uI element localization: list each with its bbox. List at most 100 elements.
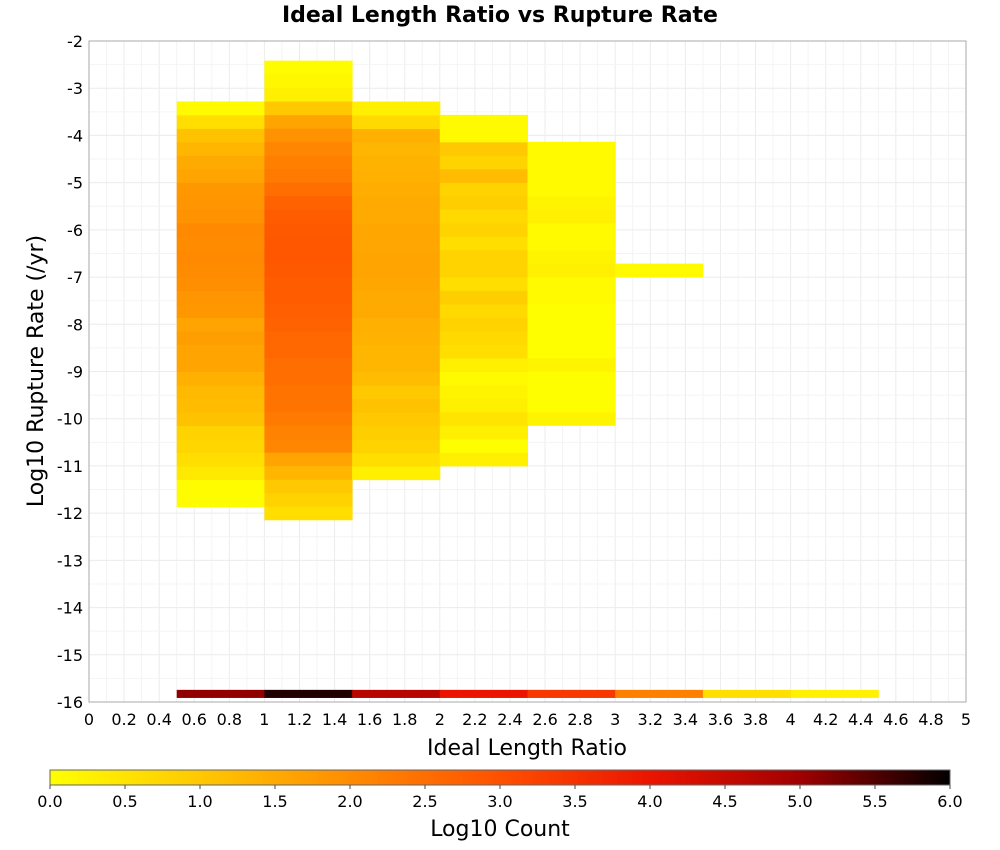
heatmap-cell bbox=[352, 142, 441, 157]
x-tick-label: 0.2 bbox=[111, 710, 136, 729]
y-tick-label: -12 bbox=[57, 504, 83, 523]
x-tick-label: 5 bbox=[961, 710, 971, 729]
heatmap-cell bbox=[527, 236, 616, 251]
x-tick-label: 3.8 bbox=[743, 710, 768, 729]
heatmap-cell bbox=[264, 182, 353, 197]
heatmap-cell bbox=[176, 412, 265, 427]
colorbar-tick-label: 3.5 bbox=[562, 792, 587, 811]
heatmap-cell bbox=[264, 438, 353, 453]
heatmap-cell bbox=[264, 465, 353, 480]
colorbar-tick-label: 4.5 bbox=[712, 792, 737, 811]
colorbar-tick-label: 5.0 bbox=[787, 792, 812, 811]
heatmap-cell bbox=[527, 384, 616, 399]
heatmap-cell bbox=[264, 87, 353, 102]
x-tick-label: 3.2 bbox=[638, 710, 663, 729]
heatmap-cell bbox=[264, 209, 353, 224]
heatmap-cell bbox=[527, 141, 616, 156]
heatmap-cell bbox=[176, 195, 265, 210]
heatmap-cell bbox=[527, 303, 616, 318]
y-tick-label: -6 bbox=[67, 221, 83, 240]
colorbar-tick-label: 2.0 bbox=[337, 792, 362, 811]
heatmap-cell bbox=[176, 303, 265, 318]
heatmap-cell bbox=[352, 169, 441, 184]
heatmap-cell bbox=[527, 398, 616, 413]
colorbar-label: Log10 Count bbox=[430, 817, 570, 842]
heatmap-cell bbox=[527, 249, 616, 264]
heatmap-cell bbox=[352, 452, 441, 467]
heatmap-cell bbox=[439, 155, 528, 170]
heatmap-cell bbox=[176, 141, 265, 156]
x-tick-label: 0.6 bbox=[182, 710, 207, 729]
colorbar-tick-label: 5.5 bbox=[862, 792, 887, 811]
heatmap-cell bbox=[264, 344, 353, 359]
x-tick-label: 2.4 bbox=[497, 710, 522, 729]
heatmap-cell bbox=[527, 357, 616, 372]
heatmap-cell bbox=[439, 249, 528, 264]
colorbar-tick-label: 3.0 bbox=[487, 792, 512, 811]
heatmap-cell bbox=[439, 317, 528, 332]
x-tick-label: 4.8 bbox=[918, 710, 943, 729]
heatmap-cell bbox=[439, 411, 528, 426]
heatmap-cell bbox=[176, 385, 265, 400]
heatmap-cell bbox=[176, 263, 265, 278]
heatmap-cell bbox=[527, 290, 616, 305]
heatmap-cell bbox=[176, 439, 265, 454]
colorbar-tick-label: 0.5 bbox=[112, 792, 137, 811]
heatmap-cell bbox=[176, 425, 265, 440]
heatmap-cell bbox=[352, 317, 441, 332]
heatmap-cell bbox=[264, 398, 353, 413]
heatmap-cell bbox=[352, 128, 441, 143]
heatmap-cell bbox=[264, 317, 353, 332]
heatmap-cell bbox=[176, 101, 265, 116]
heatmap-cell bbox=[439, 425, 528, 440]
bottom-bar-segment bbox=[615, 689, 704, 698]
heatmap-cell bbox=[439, 276, 528, 291]
heatmap-cell bbox=[264, 411, 353, 426]
heatmap-cell bbox=[176, 290, 265, 305]
y-tick-label: -13 bbox=[57, 551, 83, 570]
y-tick-label: -11 bbox=[57, 457, 83, 476]
heatmap-cell bbox=[352, 209, 441, 224]
heatmap-cell bbox=[352, 331, 441, 346]
heatmap-cell bbox=[176, 276, 265, 291]
colorbar-tick-label: 1.0 bbox=[187, 792, 212, 811]
x-tick-label: 4 bbox=[786, 710, 796, 729]
heatmap-cell bbox=[264, 155, 353, 170]
heatmap-cell bbox=[264, 425, 353, 440]
heatmap-cell bbox=[439, 438, 528, 453]
y-tick-label: -16 bbox=[57, 693, 83, 712]
heatmap-cell bbox=[264, 276, 353, 291]
heatmap-cell bbox=[527, 222, 616, 237]
x-tick-label: 1 bbox=[259, 710, 269, 729]
x-tick-label: 4.4 bbox=[848, 710, 873, 729]
heatmap-cell bbox=[264, 492, 353, 507]
heatmap-cell bbox=[264, 168, 353, 183]
heatmap-cell bbox=[439, 128, 528, 143]
x-tick-label: 3.6 bbox=[708, 710, 733, 729]
y-tick-label: -15 bbox=[57, 646, 83, 665]
heatmap-cell bbox=[352, 236, 441, 251]
heatmap-cell bbox=[615, 263, 704, 278]
heatmap-cell bbox=[264, 60, 353, 75]
heatmap-cell bbox=[264, 479, 353, 494]
heatmap-cell bbox=[527, 195, 616, 210]
heatmap-cell bbox=[352, 425, 441, 440]
bottom-bar-segment bbox=[702, 689, 792, 698]
colorbar bbox=[49, 769, 951, 786]
heatmap-cell bbox=[527, 182, 616, 197]
heatmap-cell bbox=[527, 317, 616, 332]
heatmap-cell bbox=[176, 479, 265, 494]
colorbar-tick-label: 4.0 bbox=[637, 792, 662, 811]
heatmap-cell bbox=[352, 371, 441, 386]
heatmap-cell bbox=[439, 263, 528, 278]
heatmap-cell bbox=[352, 223, 441, 238]
heatmap-cell bbox=[264, 195, 353, 210]
heatmap-cell bbox=[176, 398, 265, 413]
x-tick-label: 2.2 bbox=[462, 710, 487, 729]
y-axis-ticks: -2 -3 -4 -5 -6 -7 -8 -9 -10 -11 -12 -13 -14 -15 -16 bbox=[57, 32, 83, 712]
x-tick-label: 4.2 bbox=[813, 710, 838, 729]
bottom-bar-segment bbox=[352, 689, 441, 698]
heatmap-cell bbox=[527, 276, 616, 291]
heatmap-cell bbox=[176, 344, 265, 359]
